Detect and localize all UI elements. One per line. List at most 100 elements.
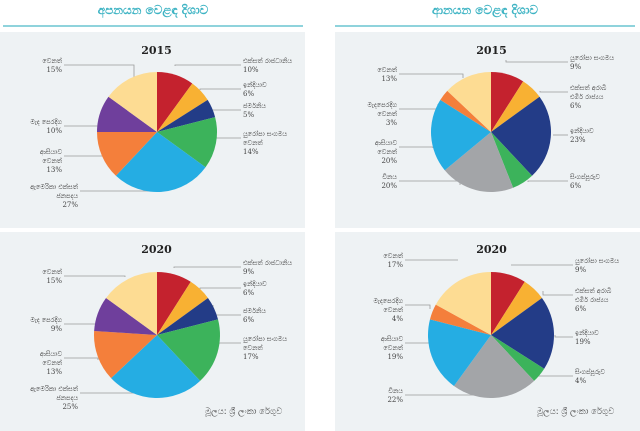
imports-2015-pie — [430, 72, 551, 193]
slice-label: වෙනත් 15% — [42, 57, 62, 74]
imports-2020-pie — [428, 272, 555, 398]
slice-label: ඇමෙරිකා එක්සත් ජනපදය 25% — [30, 385, 78, 411]
slice-label: චීනය 20% — [381, 173, 397, 190]
pie-slice — [429, 304, 491, 335]
exports-source-note: මූලය: ශ්‍රී ලංකා රේගුව — [205, 407, 283, 417]
pie-slice — [157, 117, 217, 168]
slice-label: යුරෝපා සංගමය 9% — [570, 54, 615, 71]
pie-slice — [491, 72, 524, 132]
leader-line — [399, 180, 461, 185]
imports-header: ආනයන වෙළඳ දිශාව — [335, 0, 635, 28]
exports-header-rule — [3, 25, 303, 27]
exports-2015-title: 2015 — [141, 44, 172, 57]
pie-slice — [453, 335, 535, 398]
pie-slice — [435, 272, 491, 335]
pie-slice — [108, 72, 157, 132]
slice-label: එක්සත් අරාබි එමීර් රාජ්‍යය 6% — [575, 287, 612, 313]
slice-label: ආසියාව වෙනත් 20% — [374, 139, 397, 165]
pie-slice — [491, 132, 533, 188]
leader-line — [64, 319, 98, 325]
slice-label: ජර්මනිය 6% — [243, 307, 266, 324]
slice-label: යුරෝපා සංගමය වෙනත් 17% — [243, 335, 288, 361]
slice-label: යුරෝපා සංගමය වෙනත් 14% — [243, 130, 288, 156]
leader-line — [399, 104, 439, 110]
pie-slice — [111, 335, 201, 398]
slice-label: එක්සත් රාජධානිය 9% — [243, 259, 293, 276]
leader-line — [64, 275, 126, 277]
exports-2015-pie — [97, 72, 217, 192]
pie-slice — [157, 297, 219, 335]
slice-label: මැදපෙරදිග වෙනත් 3% — [367, 101, 397, 127]
pie-slice — [97, 132, 157, 176]
pie-slice — [94, 297, 157, 335]
leader-line — [64, 125, 101, 127]
pie-slice — [157, 72, 193, 132]
slice-label: ඉන්දියාව 19% — [575, 329, 599, 346]
pie-slice — [491, 297, 555, 369]
slice-label: එක්සත් අරාබි එමීර් රාජ්‍යය 6% — [570, 84, 607, 110]
leader-line — [405, 342, 431, 349]
leader-line — [199, 88, 241, 90]
pie-slice — [491, 272, 525, 335]
leader-line — [527, 180, 568, 182]
leader-line — [173, 266, 241, 268]
slice-label: සිංගප්පූරුව 6% — [570, 173, 600, 190]
exports-header: අපනයන වෙළඳ දිශාව — [3, 0, 303, 28]
leader-line — [64, 357, 99, 360]
pie-slice — [157, 319, 220, 381]
leader-line — [218, 342, 241, 344]
slice-label: ආසියාව වෙනත් 13% — [39, 350, 62, 376]
exports-2020-title: 2020 — [141, 243, 172, 256]
pie-slice — [491, 281, 542, 335]
pie-slice — [157, 83, 208, 132]
slice-label: එක්සත් රාජධානිය 10% — [243, 57, 293, 74]
slice-label: වෙනත් 15% — [42, 268, 62, 285]
pie-slice — [428, 319, 491, 386]
exports-2020-pie — [94, 272, 220, 398]
leader-line — [399, 73, 464, 78]
leader-line — [174, 64, 241, 66]
pie-slice — [157, 281, 208, 335]
leader-line — [554, 335, 573, 338]
pie-slice — [97, 96, 157, 132]
slice-label: ඇමෙරිකා එක්සත් ජනපදය 27% — [30, 183, 78, 209]
slice-label: යුරෝපා සංගමය 9% — [575, 257, 620, 274]
slice-label: වෙනත් 17% — [383, 252, 403, 269]
exports-header-title: අපනයන වෙළඳ දිශාව — [97, 3, 209, 17]
leader-line — [399, 146, 434, 148]
pie-slice — [447, 72, 491, 132]
imports-header-title: ආනයන වෙළඳ දිශාව — [431, 3, 539, 17]
slice-label: ඉන්දියාව 6% — [243, 81, 267, 98]
imports-header-rule — [335, 25, 635, 27]
pie-slice — [440, 90, 491, 132]
pie-slice — [491, 96, 551, 176]
leader-line — [199, 287, 241, 289]
pie-slice — [106, 272, 157, 335]
pie-slice — [94, 331, 157, 379]
slice-label: මැද පෙරදිග 9% — [30, 316, 62, 333]
pie-slice — [430, 99, 491, 171]
slice-label: සිංගප්පූරුව 4% — [575, 368, 605, 385]
slice-label: ඉන්දියාව 23% — [570, 127, 594, 144]
imports-2020-title: 2020 — [476, 243, 507, 256]
slice-label: ආසියාව වෙනත් 19% — [380, 335, 403, 361]
leader-line — [405, 304, 431, 309]
slice-label: ආසියාව වෙනත් 13% — [39, 148, 62, 174]
pie-slice — [157, 272, 191, 335]
slice-label: මැද පෙරදිග 10% — [30, 118, 62, 135]
slice-label: මැදපෙරදිග වෙනත් 4% — [373, 297, 403, 323]
leader-line — [209, 106, 241, 111]
slice-label: ඉන්දියාව 6% — [243, 280, 267, 297]
leader-line — [64, 155, 106, 161]
slice-label: ජර්මනිය 5% — [243, 102, 266, 119]
leader-line — [539, 91, 568, 93]
leader-line — [505, 60, 568, 63]
pie-slice — [491, 335, 545, 381]
imports-source-note: මූලය: ශ්‍රී ලංකා රේගුව — [537, 407, 615, 417]
pie-slice — [491, 81, 540, 132]
leader-line — [212, 305, 241, 316]
slice-label: චීනය 22% — [387, 387, 403, 404]
pie-slice — [444, 132, 514, 193]
leader-line — [542, 291, 573, 296]
